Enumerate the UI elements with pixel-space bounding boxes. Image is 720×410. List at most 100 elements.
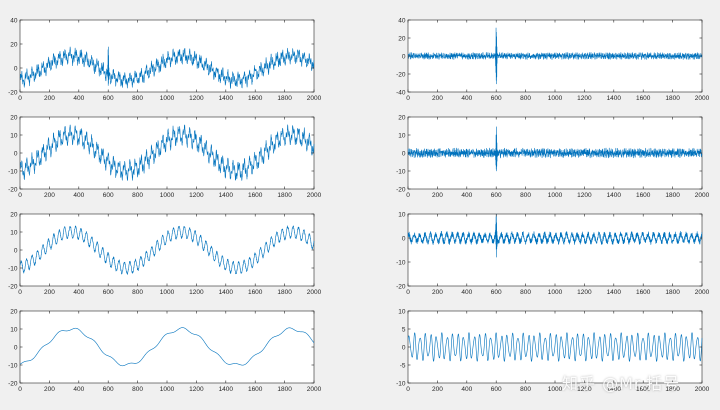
watermark: 知乎 @Mr.括号 bbox=[562, 374, 681, 393]
x-tick-label: 800 bbox=[520, 289, 531, 296]
x-tick-label: 1800 bbox=[277, 386, 292, 393]
y-tick-label: -20 bbox=[396, 283, 406, 290]
y-tick-label: 20 bbox=[398, 114, 406, 121]
x-tick-label: 1200 bbox=[189, 289, 204, 296]
y-tick-label: 10 bbox=[10, 326, 18, 333]
subplot-6: 0 200 400 600 800 1000 1200 1400 1600 1800 2000 -20… bbox=[396, 211, 710, 296]
x-tick-label: 800 bbox=[520, 95, 531, 102]
x-tick-label: 400 bbox=[461, 95, 472, 102]
subplot-1: 0 200 400 600 800 1000 1200 1400 1600 1800 2000-20… bbox=[8, 17, 322, 102]
x-tick-label: 2000 bbox=[307, 386, 322, 393]
x-tick-label: 1800 bbox=[277, 95, 292, 102]
x-tick-label: 1000 bbox=[548, 95, 563, 102]
x-tick-label: 2000 bbox=[307, 95, 322, 102]
x-tick-label: 0 bbox=[18, 95, 22, 102]
x-tick-label: 0 bbox=[406, 386, 410, 393]
x-tick-label: 800 bbox=[132, 289, 143, 296]
x-tick-label: 2000 bbox=[695, 386, 710, 393]
x-tick-label: 1200 bbox=[189, 192, 204, 199]
x-tick-label: 400 bbox=[73, 192, 84, 199]
subplot-7: 0 200 400 600 800 1000 1200 1400 1600 1800 2000-20… bbox=[8, 308, 322, 393]
y-tick-label: 10 bbox=[10, 132, 18, 139]
x-tick-label: 400 bbox=[73, 289, 84, 296]
x-tick-label: 1800 bbox=[277, 192, 292, 199]
y-tick-label: -10 bbox=[396, 168, 406, 175]
plot-area bbox=[19, 116, 315, 190]
y-tick-label: -20 bbox=[396, 71, 406, 78]
x-tick-label: 600 bbox=[103, 192, 114, 199]
y-tick-label: 40 bbox=[398, 17, 406, 24]
x-tick-label: 1400 bbox=[219, 289, 234, 296]
x-tick-label: 200 bbox=[44, 192, 55, 199]
x-tick-label: 200 bbox=[44, 386, 55, 393]
x-tick-label: 1600 bbox=[636, 289, 651, 296]
x-tick-label: 200 bbox=[432, 95, 443, 102]
x-tick-label: 400 bbox=[461, 386, 472, 393]
y-tick-label: 20 bbox=[398, 35, 406, 42]
x-tick-label: 600 bbox=[491, 289, 502, 296]
x-tick-label: 1600 bbox=[248, 289, 263, 296]
subplot-3: 0 200 400 600 800 1000 1200 1400 1600 1800 2000-20… bbox=[8, 114, 322, 199]
x-tick-label: 1200 bbox=[189, 95, 204, 102]
y-tick-label: -20 bbox=[396, 186, 406, 193]
x-tick-label: 600 bbox=[491, 95, 502, 102]
plot-area bbox=[19, 19, 315, 93]
y-tick-label: -10 bbox=[8, 168, 18, 175]
x-tick-label: 1400 bbox=[607, 289, 622, 296]
y-tick-label: 10 bbox=[398, 132, 406, 139]
subplot-8: 0 200 400 600 800 1000 1200 1400 1600 1800 2000 -10… bbox=[396, 308, 710, 393]
x-tick-label: 1200 bbox=[189, 386, 204, 393]
subplots: 0 200 400 600 800 1000 1200 1400 1600 1800 2000-20… bbox=[8, 17, 710, 393]
series-line bbox=[407, 27, 703, 85]
y-tick-label: -10 bbox=[396, 259, 406, 266]
x-tick-label: 1200 bbox=[577, 289, 592, 296]
x-tick-label: 1600 bbox=[636, 192, 651, 199]
x-tick-label: 800 bbox=[132, 192, 143, 199]
x-tick-label: 1600 bbox=[636, 95, 651, 102]
plot-area bbox=[19, 310, 315, 384]
y-tick-label: 20 bbox=[10, 308, 18, 315]
series-line bbox=[19, 124, 315, 181]
y-tick-label: 0 bbox=[14, 150, 18, 157]
y-tick-label: 20 bbox=[10, 211, 18, 218]
x-tick-label: 0 bbox=[18, 192, 22, 199]
x-tick-label: 1400 bbox=[219, 192, 234, 199]
y-tick-label: -20 bbox=[8, 283, 18, 290]
y-tick-label: -10 bbox=[8, 362, 18, 369]
x-tick-label: 0 bbox=[406, 95, 410, 102]
y-tick-label: -20 bbox=[8, 89, 18, 96]
series-line bbox=[19, 46, 315, 89]
x-tick-label: 800 bbox=[520, 192, 531, 199]
x-tick-label: 200 bbox=[432, 386, 443, 393]
x-tick-label: 1000 bbox=[548, 289, 563, 296]
y-tick-label: -20 bbox=[8, 380, 18, 387]
x-tick-label: 200 bbox=[432, 289, 443, 296]
x-tick-label: 0 bbox=[18, 386, 22, 393]
y-tick-label: 10 bbox=[398, 308, 406, 315]
x-tick-label: 1000 bbox=[160, 95, 175, 102]
series-line bbox=[19, 327, 315, 367]
x-tick-label: 600 bbox=[491, 192, 502, 199]
x-tick-label: 400 bbox=[461, 192, 472, 199]
x-tick-label: 1400 bbox=[219, 95, 234, 102]
x-tick-label: 1000 bbox=[160, 386, 175, 393]
y-tick-label: 0 bbox=[14, 344, 18, 351]
x-tick-label: 400 bbox=[461, 289, 472, 296]
y-tick-label: -20 bbox=[8, 186, 18, 193]
x-tick-label: 2000 bbox=[307, 289, 322, 296]
x-tick-label: 200 bbox=[44, 289, 55, 296]
x-tick-label: 800 bbox=[520, 386, 531, 393]
x-tick-label: 0 bbox=[406, 192, 410, 199]
x-tick-label: 2000 bbox=[695, 95, 710, 102]
y-tick-label: 40 bbox=[10, 17, 18, 24]
x-tick-label: 1800 bbox=[665, 95, 680, 102]
x-tick-label: 1600 bbox=[248, 192, 263, 199]
x-tick-label: 1400 bbox=[607, 192, 622, 199]
series-line bbox=[407, 213, 703, 258]
y-tick-label: -10 bbox=[396, 380, 406, 387]
x-tick-label: 1600 bbox=[636, 386, 651, 393]
x-tick-label: 600 bbox=[103, 95, 114, 102]
x-tick-label: 800 bbox=[132, 95, 143, 102]
subplot-2: 0 200 400 600 800 1000 1200 1400 1600 1800 2000-40… bbox=[396, 17, 710, 102]
